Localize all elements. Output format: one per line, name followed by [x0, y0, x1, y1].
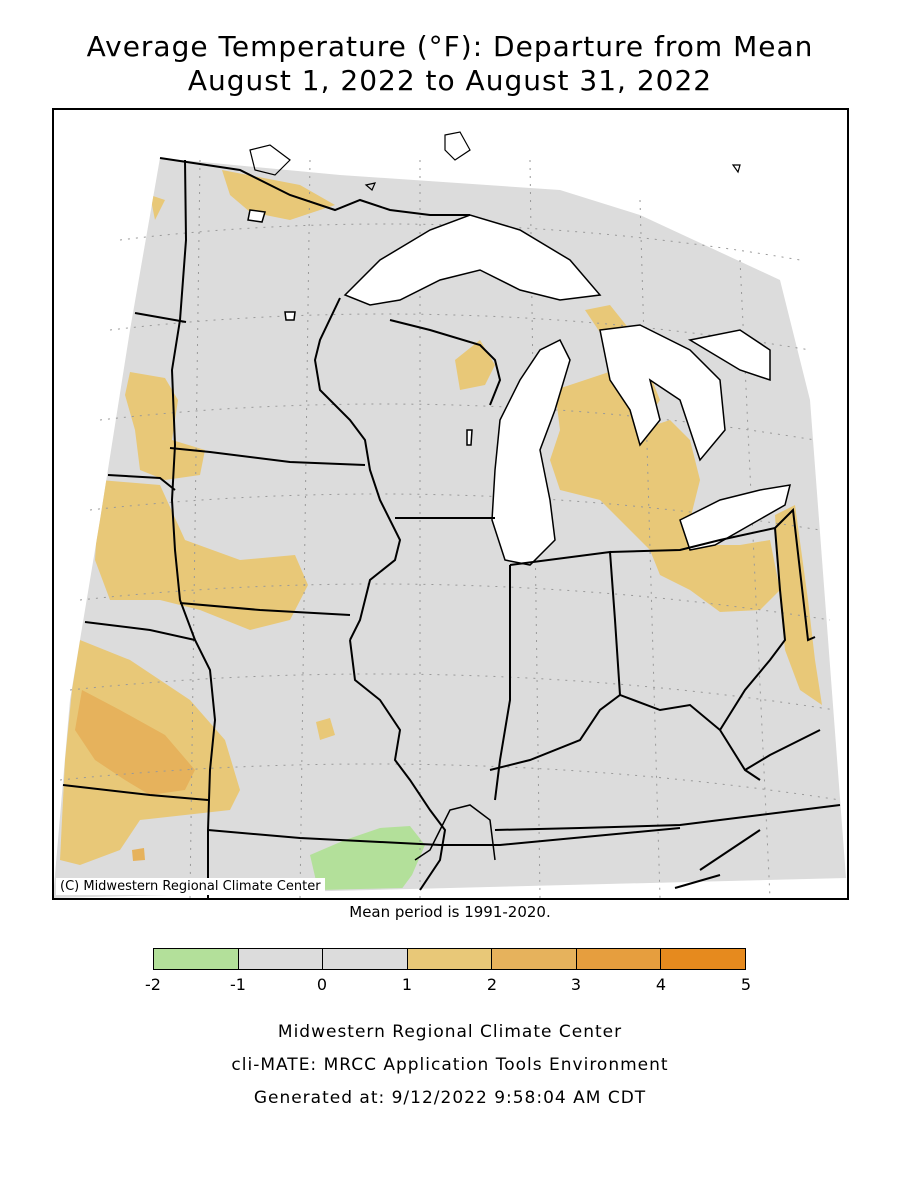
legend-tick: 2: [486, 975, 498, 994]
warm-area-pennsylvania: [775, 505, 822, 705]
legend-swatch-0-1: [323, 949, 408, 969]
footer-generated: Generated at: 9/12/2022 9:58:04 AM CDT: [253, 1088, 647, 1108]
legend-swatch-neg2-neg1: [154, 949, 239, 969]
legend-tick: 1: [401, 975, 413, 994]
color-legend: [153, 948, 746, 970]
mean-period-note: Mean period is 1991-2020.: [349, 903, 551, 921]
lake-michigan: [491, 338, 571, 566]
legend-tick: -1: [230, 975, 246, 994]
lake-winnebago: [466, 429, 473, 446]
warm-area-michigan-ohio: [550, 370, 780, 612]
legend-tick: 3: [570, 975, 582, 994]
warm-area-wisconsin: [455, 340, 495, 390]
warm-area-iowa-nebraska: [95, 480, 308, 630]
legend-tick: 4: [655, 975, 667, 994]
map-date-range: August 1, 2022 to August 31, 2022: [187, 64, 713, 97]
legend-tick: 5: [740, 975, 752, 994]
warm-area-missouri-spot: [316, 718, 335, 740]
map-title: Average Temperature (°F): Departure from…: [86, 30, 814, 63]
lake-of-the-woods: [247, 209, 266, 223]
lake-erie: [679, 484, 792, 551]
lake-superior: [343, 214, 602, 306]
red-lake: [284, 311, 296, 321]
lake-huron: [599, 324, 726, 462]
georgian-bay: [687, 329, 771, 382]
warm-area-nd-edge: [150, 195, 165, 220]
warm-area-kansas-core: [75, 690, 195, 795]
great-lakes: [247, 209, 792, 566]
islands: [249, 131, 741, 191]
legend-swatch-1-2: [407, 949, 493, 969]
mississippi-river: [414, 804, 496, 861]
legend-swatch-neg1-0: [238, 949, 324, 969]
legend-tick: -2: [145, 975, 161, 994]
legend-swatch-4-5: [661, 949, 746, 969]
footer-organization: Midwestern Regional Climate Center: [277, 1022, 623, 1042]
legend-swatch-3-4: [576, 949, 662, 969]
cool-area-arkansas: [310, 826, 425, 898]
warm-area-sd: [125, 372, 205, 480]
warm-area-oklahoma-spot: [132, 848, 145, 861]
copyright-label: (C) Midwestern Regional Climate Center: [56, 878, 325, 895]
warm-area-ne-minnesota: [222, 170, 335, 220]
legend-tick: 0: [316, 975, 328, 994]
legend-swatch-2-3: [492, 949, 577, 969]
footer-tool: cli-MATE: MRCC Application Tools Environ…: [231, 1055, 669, 1075]
state-borders: [62, 157, 841, 898]
